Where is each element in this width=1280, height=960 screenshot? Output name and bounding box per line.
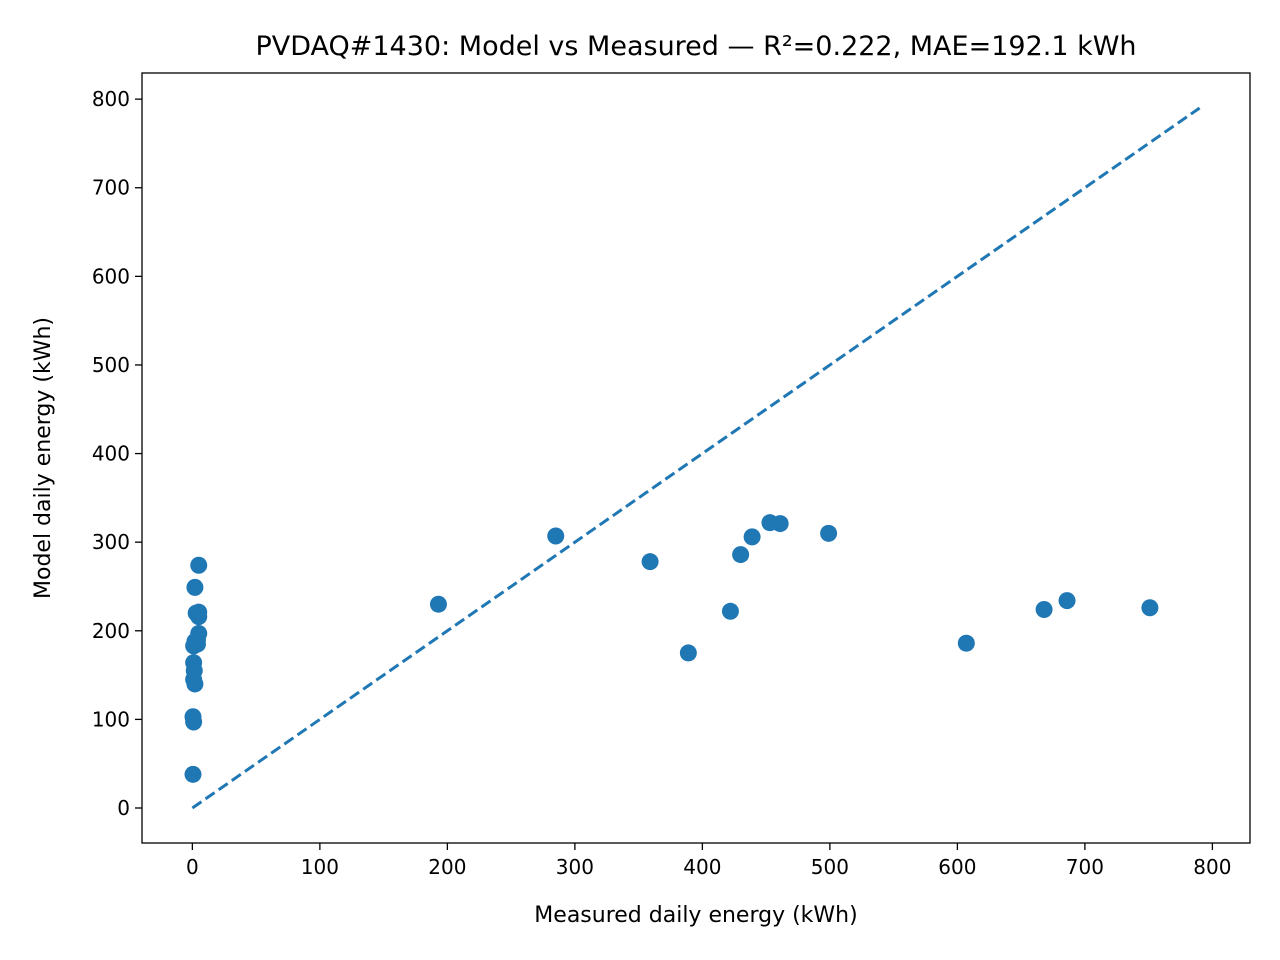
y-tick-label: 700 [92, 176, 130, 200]
x-tick-label: 600 [938, 855, 976, 879]
data-point [957, 634, 975, 652]
data-point [679, 644, 697, 662]
y-tick-label: 800 [92, 87, 130, 111]
data-point [429, 595, 447, 613]
data-point [188, 635, 206, 653]
data-point [743, 528, 761, 546]
x-tick-label: 400 [683, 855, 721, 879]
data-point [771, 515, 789, 533]
data-point [184, 765, 202, 783]
y-tick-label: 0 [117, 796, 130, 820]
reference-line [191, 106, 1201, 810]
data-point [547, 527, 565, 545]
x-axis-label: Measured daily energy (kWh) [534, 903, 857, 928]
data-point [1058, 592, 1076, 610]
x-tick-label: 0 [186, 855, 199, 879]
x-tick-label: 800 [1193, 855, 1231, 879]
y-axis: 0 100 200 300 400 500 600 700 800 [92, 87, 142, 820]
data-point [185, 662, 203, 680]
x-axis: 0 100 200 300 400 500 600 700 800 [186, 843, 1231, 879]
data-point [190, 608, 208, 626]
y-tick-label: 400 [92, 442, 130, 466]
x-tick-label: 700 [1066, 855, 1104, 879]
x-tick-label: 500 [811, 855, 849, 879]
data-point [1035, 601, 1053, 619]
chart-title: PVDAQ#1430: Model vs Measured — R²=0.222… [255, 31, 1136, 62]
x-tick-label: 100 [301, 855, 339, 879]
data-point [732, 546, 750, 564]
x-tick-label: 300 [556, 855, 594, 879]
y-tick-label: 500 [92, 353, 130, 377]
data-point [190, 556, 208, 574]
data-point [641, 553, 659, 571]
data-point [185, 713, 203, 731]
y-axis-label: Model daily energy (kWh) [31, 317, 56, 599]
y-tick-label: 200 [92, 619, 130, 643]
data-point [721, 602, 739, 620]
y-tick-label: 100 [92, 707, 130, 731]
y-tick-label: 300 [92, 530, 130, 554]
y-tick-label: 600 [92, 264, 130, 288]
x-tick-label: 200 [428, 855, 466, 879]
data-point [820, 524, 838, 542]
plot-frame [141, 72, 1251, 844]
plot-area [184, 106, 1201, 810]
data-point [186, 675, 204, 693]
data-point [186, 578, 204, 596]
data-point [1141, 599, 1159, 617]
